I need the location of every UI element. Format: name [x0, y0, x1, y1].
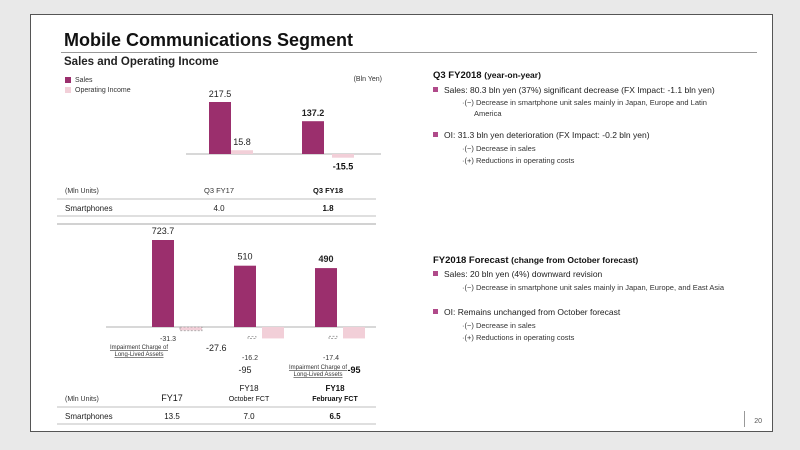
fy-oi-sub2: ·(+) Reductions in operating costs [462, 333, 575, 342]
fy-heading: FY2018 Forecast (change from October for… [433, 255, 638, 266]
bar-oi-fy18-october-fct [262, 327, 284, 339]
fy-oi-bullet: OI: Remains unchanged from October forec… [433, 307, 620, 317]
bar-oi-fy18-february-fct [343, 327, 365, 339]
label-sales-fy18-february-fct: 490 [318, 254, 333, 264]
page-title: Mobile Communications Segment [64, 30, 354, 50]
impairment-box-fy17 [179, 326, 203, 332]
label-oi-q3-fy17: 15.8 [233, 137, 251, 147]
bar-sales-fy18-february-fct [315, 268, 337, 327]
label-sales-fy17: 723.7 [152, 226, 175, 236]
bullet-marker [433, 132, 438, 137]
impairment-box-fy18-october-fct [247, 336, 257, 339]
bullet-marker [433, 309, 438, 314]
impairment-box-fy18-february-fct [328, 335, 338, 339]
label-sales-fy18-october-fct: 510 [237, 252, 252, 262]
impairment-label-fy18-february-fct: -17.4 [323, 355, 339, 362]
bar-sales-fy17 [152, 240, 174, 327]
q3-oi-sub2: ·(+) Reductions in operating costs [462, 156, 575, 165]
label-sales-q3-fy18: 137.2 [302, 108, 325, 118]
bar-oi-q3-fy17 [231, 150, 253, 154]
smartphones-fy18-october-fct: 7.0 [243, 412, 255, 421]
category-line2-fy17: FY17 [161, 393, 183, 403]
unit-label: (Bln Yen) [354, 76, 382, 83]
bar-oi-q3-fy18 [332, 154, 354, 158]
smartphones-label: Smartphones [65, 204, 113, 213]
impairment-note-line1: Impairment Charge of [289, 365, 347, 371]
q3-heading-suffix: (year-on-year) [484, 70, 541, 80]
label-oi-q3-fy18: -15.5 [333, 162, 354, 172]
category-label-q3fy17: Q3 FY17 [204, 186, 234, 195]
category-line1-fy18-october-fct: FY18 [239, 384, 259, 393]
q3-heading: Q3 FY2018 (year-on-year) [433, 70, 541, 81]
q3-oi-bullet: OI: 31.3 bln yen deterioration (FX Impac… [433, 130, 650, 140]
label-sales-q3-fy17: 217.5 [209, 89, 232, 99]
category-line2-fy18-february-fct: February FCT [312, 396, 358, 403]
legend-sales-label: Sales [75, 77, 93, 84]
q3-heading-main: Q3 FY2018 [433, 70, 482, 81]
bar-sales-q3-fy17 [209, 102, 231, 154]
impairment-label-fy17: -31.3 [160, 336, 176, 343]
page-number: 20 [754, 418, 762, 425]
impairment-note-line1: Impairment Charge of [110, 345, 168, 351]
smartphones-q3fy18: 1.8 [322, 204, 334, 213]
slide: Mobile Communications Segment Sales and … [30, 14, 773, 432]
label-oi-fy18-october-fct: -95 [238, 365, 251, 375]
legend-operating-income: Operating Income [65, 87, 131, 94]
impairment-note-line2: Long-Lived Assets [114, 352, 163, 358]
fy-sales-bullet: Sales: 20 bln yen (4%) downward revision [433, 269, 602, 279]
fy-heading-main: FY2018 Forecast [433, 255, 509, 266]
bar-oi-fy17 [180, 327, 202, 331]
legend-swatch-operating-income [65, 87, 71, 93]
q3-oi-sub1: ·(−) Decrease in sales [462, 144, 536, 153]
table-q3: (Mln Units) Q3 FY17 Q3 FY18 Smartphones … [57, 186, 376, 217]
fy-heading-suffix: (change from October forecast) [511, 255, 639, 265]
bullet-marker [433, 271, 438, 276]
label-oi-fy17: -27.6 [206, 343, 227, 353]
table-fy: (Mln Units) FY17 FY18 October FCT FY18 Febru… [57, 384, 376, 425]
title-divider [61, 52, 757, 53]
category-label-q3fy18: Q3 FY18 [313, 186, 343, 195]
q3-sales-bullet: Sales: 80.3 bln yen (37%) significant de… [433, 85, 715, 95]
page-number-divider [744, 411, 745, 427]
legend-swatch-sales [65, 77, 71, 83]
bar-sales-fy18-october-fct [234, 265, 256, 327]
q3-sales-text: Sales: 80.3 bln yen (37%) significant de… [444, 85, 715, 95]
category-line1-fy18-february-fct: FY18 [325, 384, 345, 393]
label-oi-fy18-february-fct: -95 [347, 365, 360, 375]
fy-sales-sub1: ·(−) Decrease in smartphone unit sales m… [462, 283, 725, 292]
bullet-marker [433, 87, 438, 92]
q3-sales-sub1-cont: America [474, 109, 502, 118]
smartphones-fy18-february-fct: 6.5 [329, 412, 341, 421]
q3-sales-sub1: ·(−) Decrease in smartphone unit sales m… [462, 98, 707, 107]
bar-sales-q3-fy18 [302, 121, 324, 154]
category-line2-fy18-october-fct: October FCT [229, 396, 270, 403]
fy-oi-sub1: ·(−) Decrease in sales [462, 321, 536, 330]
charts-area: (Bln Yen) 217.5 15.8 137.2 -15.5 (Mln Units… [57, 76, 382, 425]
smartphones-fy17: 13.5 [164, 412, 180, 421]
legend-oi-label: Operating Income [75, 87, 131, 94]
impairment-note-line2: Long-Lived Assets [293, 372, 342, 378]
fy-sales-text: Sales: 20 bln yen (4%) downward revision [444, 269, 603, 279]
q3-oi-text: OI: 31.3 bln yen deterioration (FX Impac… [444, 130, 650, 140]
smartphones-q3fy17: 4.0 [213, 204, 225, 213]
chart-section-title: Sales and Operating Income [64, 56, 219, 68]
legend-sales: Sales [65, 77, 93, 84]
impairment-label-fy18-october-fct: -16.2 [242, 355, 258, 362]
smartphones-label: Smartphones [65, 412, 113, 421]
table-header-label: (Mln Units) [65, 396, 99, 403]
fy-oi-text: OI: Remains unchanged from October forec… [444, 307, 621, 317]
table-header-label: (Mln Units) [65, 188, 99, 195]
chart-q3: (Bln Yen) 217.5 15.8 137.2 -15.5 [186, 76, 382, 172]
